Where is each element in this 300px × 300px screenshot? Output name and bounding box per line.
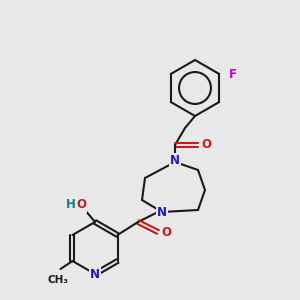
Text: N: N xyxy=(157,206,167,220)
Text: N: N xyxy=(90,268,100,281)
Text: H: H xyxy=(66,199,76,212)
Text: CH₃: CH₃ xyxy=(48,275,69,285)
Text: O: O xyxy=(201,139,211,152)
Text: O: O xyxy=(76,199,86,212)
Text: F: F xyxy=(229,68,237,80)
Text: O: O xyxy=(161,226,171,238)
Text: N: N xyxy=(170,154,180,167)
